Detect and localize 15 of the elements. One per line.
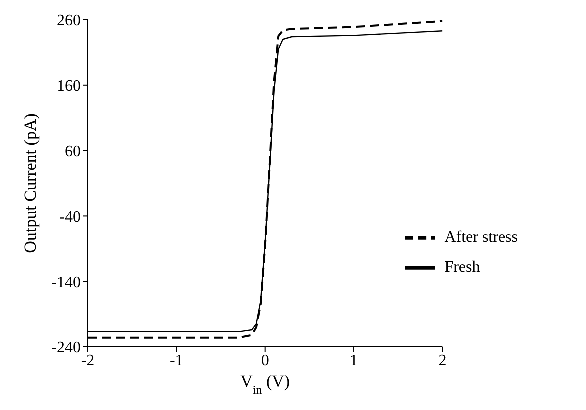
y-axis-title: Output Current (pA) — [21, 114, 40, 254]
x-tick-label: 0 — [261, 352, 270, 370]
x-tick-label: 1 — [350, 352, 358, 370]
y-tick-label: 260 — [57, 12, 81, 30]
x-axis-title: V$_{in}$ (V) — [240, 372, 290, 397]
x-tick-label: -1 — [170, 352, 184, 370]
legend-label: Fresh — [444, 258, 480, 276]
x-tick-label: 2 — [438, 352, 447, 370]
y-tick-label: 160 — [57, 78, 81, 96]
y-tick-label: 60 — [65, 143, 81, 160]
y-tick-label: -40 — [60, 208, 81, 226]
y-tick-label: -140 — [52, 274, 81, 292]
x-tick-label: -2 — [81, 352, 95, 370]
legend-label: After stress — [444, 228, 518, 246]
y-tick-label: -240 — [52, 340, 81, 357]
